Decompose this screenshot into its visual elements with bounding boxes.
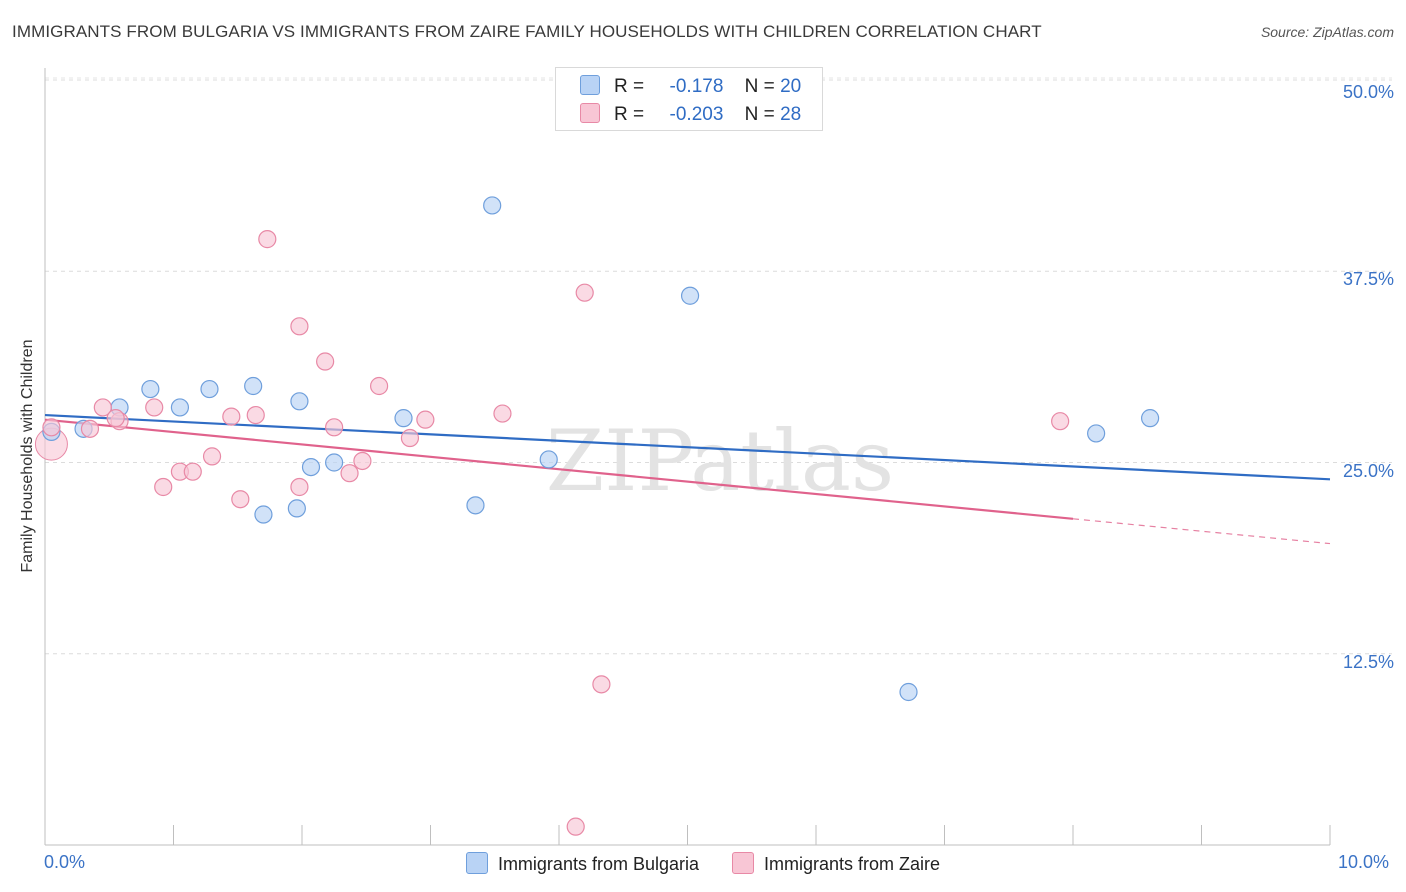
zaire-point: [258, 230, 277, 249]
bulgaria-point: [290, 392, 309, 411]
trend-line: [44, 413, 1331, 481]
bulgaria-point: [141, 379, 160, 399]
zaire-point: [290, 317, 309, 336]
zaire-point: [340, 464, 359, 483]
zaire-point: [290, 477, 309, 497]
r-label: R =: [614, 76, 645, 97]
legend-row-zaire: R = -0.203 N = 28: [580, 103, 801, 126]
n-label: N =: [744, 104, 775, 125]
zaire-point: [80, 419, 100, 438]
source-label: Source: ZipAtlas.com: [1260, 24, 1394, 40]
x-tick-label-min: 0.0%: [44, 852, 86, 872]
bulgaria-point: [254, 505, 273, 524]
zaire-point: [1051, 412, 1070, 431]
zaire-point: [183, 462, 202, 481]
bulgaria-swatch: [465, 852, 488, 874]
bulgaria-point: [244, 376, 263, 396]
y-tick-label: 12.5%: [1342, 651, 1394, 672]
bulgaria-point: [394, 409, 413, 428]
zaire-point: [566, 817, 585, 836]
r-value: -0.203: [669, 104, 724, 125]
legend-label: Immigrants from Zaire: [764, 854, 941, 874]
y-tick-label: 25.0%: [1342, 460, 1394, 481]
watermark: ZIPatlas: [546, 412, 894, 510]
bulgaria-point: [325, 453, 344, 472]
data-points: [34, 196, 1160, 836]
zaire-point: [353, 451, 372, 471]
bulgaria-point: [1087, 424, 1106, 443]
bulgaria-point: [301, 457, 321, 477]
chart-title: IMMIGRANTS FROM BULGARIA VS IMMIGRANTS F…: [12, 22, 1042, 41]
bulgaria-point: [899, 682, 918, 702]
zaire-swatch: [580, 103, 600, 123]
r-label: R =: [614, 104, 645, 125]
y-tick-label: 50.0%: [1342, 82, 1394, 102]
bulgaria-point: [287, 499, 306, 518]
zaire-point: [93, 398, 112, 417]
bulgaria-swatch: [580, 75, 600, 95]
x-tick-label-max: 10.0%: [1338, 852, 1390, 872]
zaire-point: [42, 418, 61, 437]
bulgaria-point: [483, 196, 502, 215]
trend-line: [44, 418, 1074, 520]
bulgaria-point: [200, 379, 219, 399]
zaire-point: [370, 376, 389, 396]
y-tick-label: 37.5%: [1342, 269, 1394, 290]
zaire-point: [222, 407, 241, 426]
legend-row-bulgaria: R = -0.178 N = 20: [580, 75, 801, 98]
r-value: -0.178: [669, 76, 724, 97]
zaire-point: [400, 428, 420, 448]
n-value: 20: [780, 76, 802, 97]
bulgaria-point: [680, 286, 700, 305]
zaire-point: [416, 410, 435, 429]
bulgaria-point: [1140, 409, 1160, 428]
series-legend: Immigrants from Bulgaria Immigrants from…: [0, 852, 1406, 875]
legend-item-bulgaria: Immigrants from Bulgaria: [465, 852, 699, 875]
bulgaria-point: [466, 496, 485, 515]
zaire-point: [316, 352, 335, 371]
zaire-point: [154, 477, 173, 497]
zaire-point: [493, 404, 512, 423]
legend-item-zaire: Immigrants from Zaire: [732, 852, 940, 875]
zaire-point: [231, 490, 250, 509]
correlation-legend: R = -0.178 N = 20 R = -0.203 N = 28: [555, 67, 823, 131]
zaire-point: [246, 405, 265, 425]
bulgaria-point: [539, 450, 558, 469]
trend-line-extension: [1072, 518, 1331, 545]
bulgaria-point: [170, 398, 190, 417]
trend-lines: [44, 413, 1331, 545]
zaire-point: [106, 409, 125, 428]
zaire-point: [592, 675, 611, 694]
zaire-point: [575, 283, 594, 302]
zaire-swatch: [732, 852, 755, 874]
gridlines: [45, 77, 1392, 655]
n-value: 28: [780, 104, 802, 125]
zaire-point: [145, 398, 164, 417]
legend-label: Immigrants from Bulgaria: [497, 854, 699, 874]
zaire-point: [202, 447, 222, 466]
n-label: N =: [744, 76, 775, 97]
zaire-point: [325, 418, 344, 437]
